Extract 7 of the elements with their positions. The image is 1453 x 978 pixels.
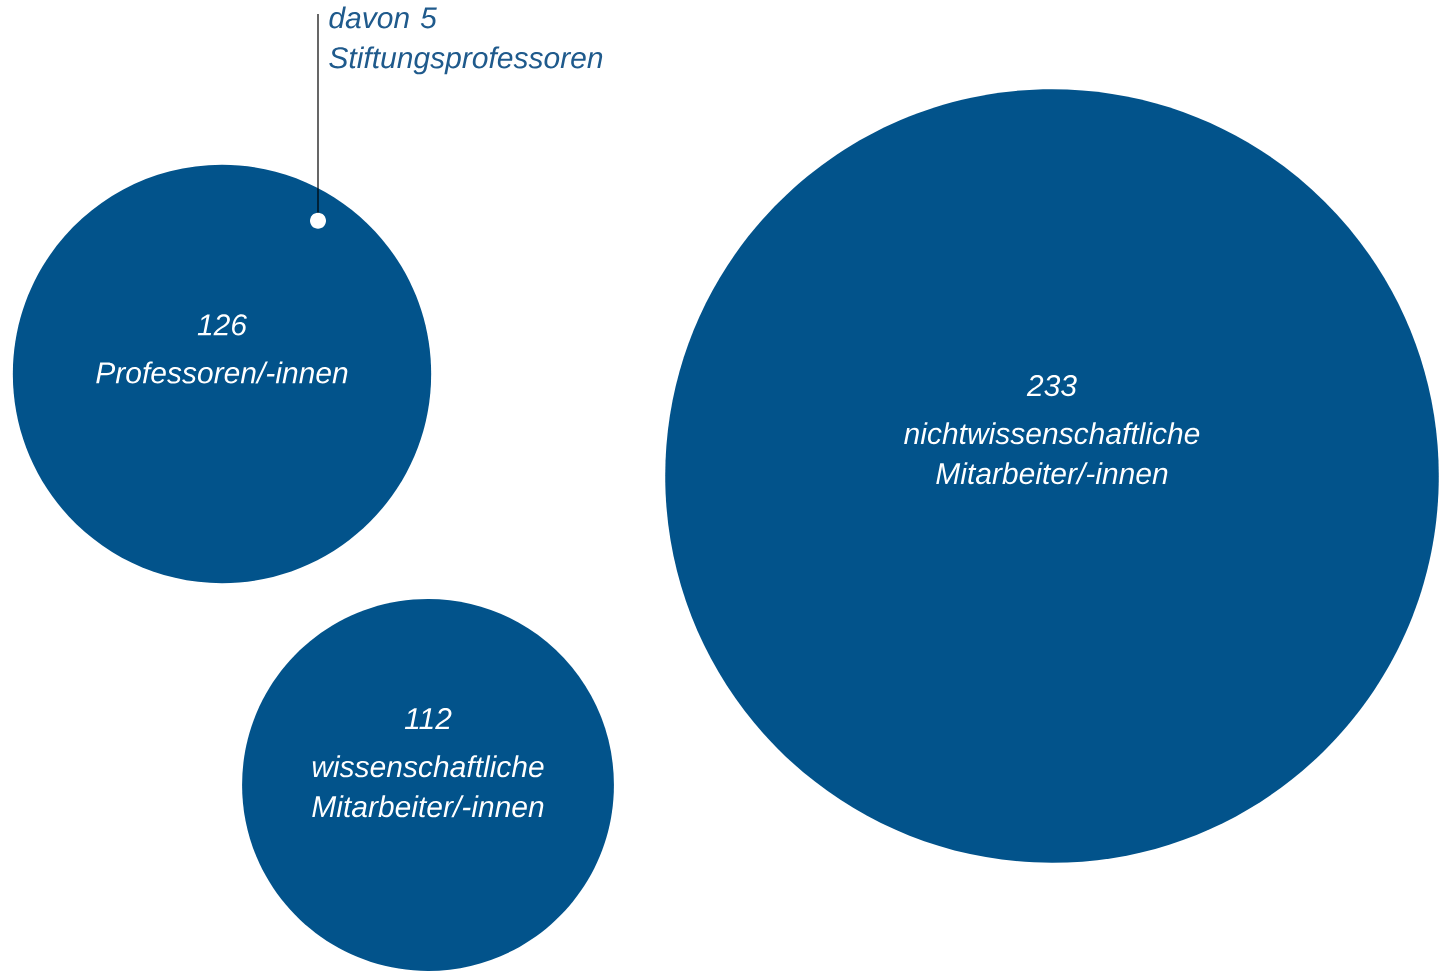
- data-label: 112: [404, 708, 452, 729]
- data-label: 126: [197, 314, 248, 336]
- category-label: wissenschaftliche Mitarbeiter/-innen: [312, 755, 544, 818]
- category-label: nichtwissenschaftliche Mitarbeiter/-innen: [904, 422, 1200, 485]
- category-label: Professoren/-innen: [96, 361, 348, 384]
- text: davon 5 Stiftungsprofessoren: [329, 6, 603, 75]
- data-label: 233: [1026, 374, 1077, 397]
